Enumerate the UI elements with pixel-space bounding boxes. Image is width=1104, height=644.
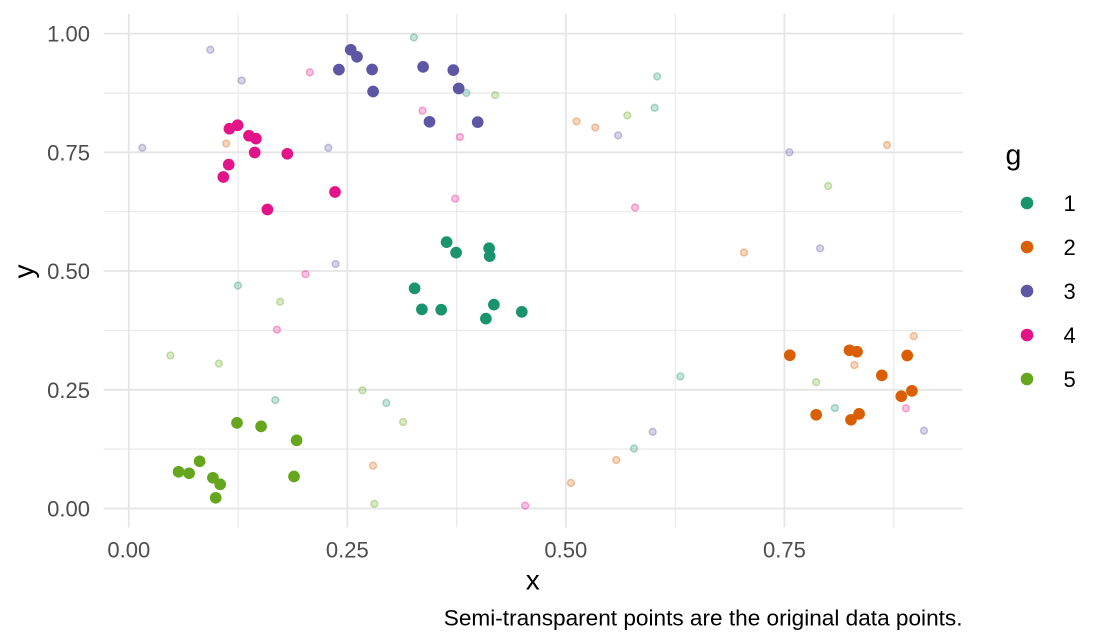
svg-text:y: y <box>8 265 39 279</box>
svg-text:1: 1 <box>1064 191 1076 216</box>
svg-text:1.00: 1.00 <box>47 22 90 47</box>
svg-text:2: 2 <box>1064 235 1076 260</box>
svg-text:g: g <box>1006 139 1022 171</box>
svg-text:0.50: 0.50 <box>47 259 90 284</box>
svg-text:0.25: 0.25 <box>326 537 369 562</box>
svg-text:0.25: 0.25 <box>47 378 90 403</box>
svg-text:3: 3 <box>1064 279 1076 304</box>
svg-text:0.50: 0.50 <box>544 537 587 562</box>
svg-text:Semi-transparent points are th: Semi-transparent points are the original… <box>444 605 963 630</box>
svg-text:0.75: 0.75 <box>47 140 90 165</box>
svg-text:0.00: 0.00 <box>107 537 150 562</box>
svg-text:0.00: 0.00 <box>47 497 90 522</box>
svg-text:x: x <box>526 565 540 596</box>
svg-text:5: 5 <box>1064 367 1076 392</box>
svg-text:4: 4 <box>1064 323 1076 348</box>
svg-text:0.75: 0.75 <box>763 537 806 562</box>
